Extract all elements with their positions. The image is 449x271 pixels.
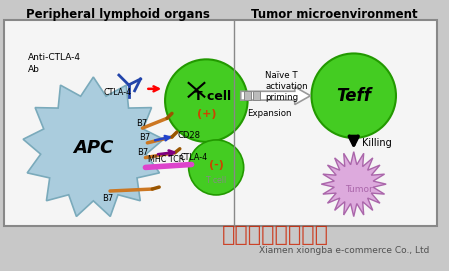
Text: APC: APC	[73, 139, 114, 157]
Text: Peripheral lymphoid organs: Peripheral lymphoid organs	[26, 8, 210, 21]
Text: Anti-CTLA-4
Ab: Anti-CTLA-4 Ab	[27, 53, 80, 73]
Text: (-): (-)	[209, 160, 224, 170]
Text: Tumor: Tumor	[345, 185, 373, 193]
Text: Teff: Teff	[336, 87, 371, 105]
FancyBboxPatch shape	[254, 91, 260, 100]
Circle shape	[165, 59, 247, 142]
Text: T cell: T cell	[206, 176, 226, 185]
Polygon shape	[23, 77, 163, 217]
Text: Tumor microenvironment: Tumor microenvironment	[251, 8, 418, 21]
Text: 厦门雄霸电子商务: 厦门雄霸电子商务	[222, 225, 329, 245]
FancyBboxPatch shape	[244, 91, 251, 100]
Text: Expansion: Expansion	[247, 109, 292, 118]
Polygon shape	[241, 87, 311, 105]
Text: Xiamen xiongba e-commerce Co., Ltd: Xiamen xiongba e-commerce Co., Ltd	[259, 246, 429, 256]
Text: Naïve T
activation
priming: Naïve T activation priming	[265, 71, 308, 102]
Text: CD28: CD28	[178, 131, 201, 140]
Text: B7: B7	[137, 148, 148, 157]
Text: (+): (+)	[197, 109, 216, 119]
Text: Killing: Killing	[361, 138, 392, 148]
FancyBboxPatch shape	[4, 20, 437, 226]
Text: CTLA-4: CTLA-4	[180, 153, 208, 162]
Text: B7: B7	[102, 194, 114, 203]
Text: MHC TCR: MHC TCR	[148, 154, 185, 163]
Text: B7: B7	[136, 119, 147, 128]
Text: T cell: T cell	[194, 90, 231, 103]
Circle shape	[312, 53, 396, 138]
Circle shape	[189, 140, 244, 195]
Polygon shape	[321, 152, 386, 217]
Text: B7: B7	[139, 133, 150, 143]
Text: CTLA-4: CTLA-4	[103, 88, 131, 97]
